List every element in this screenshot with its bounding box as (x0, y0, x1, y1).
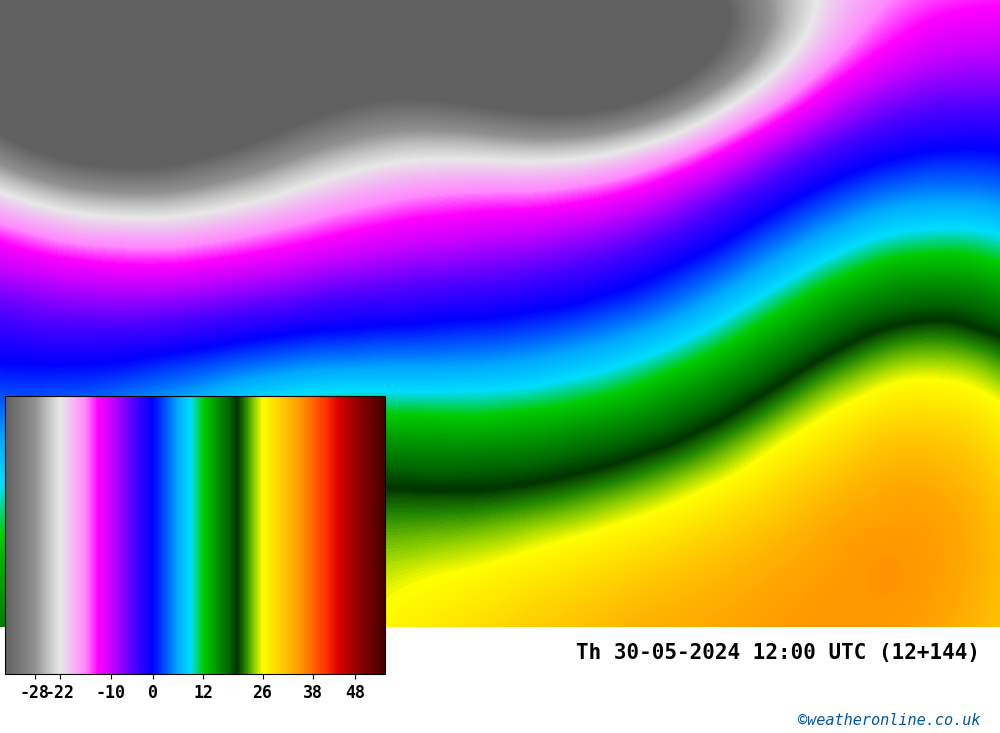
Text: Temperature (2m) [°C] ECMWF: Temperature (2m) [°C] ECMWF (5, 643, 346, 663)
Text: Th 30-05-2024 12:00 UTC (12+144): Th 30-05-2024 12:00 UTC (12+144) (576, 643, 980, 663)
Text: ©weatheronline.co.uk: ©weatheronline.co.uk (798, 712, 980, 728)
